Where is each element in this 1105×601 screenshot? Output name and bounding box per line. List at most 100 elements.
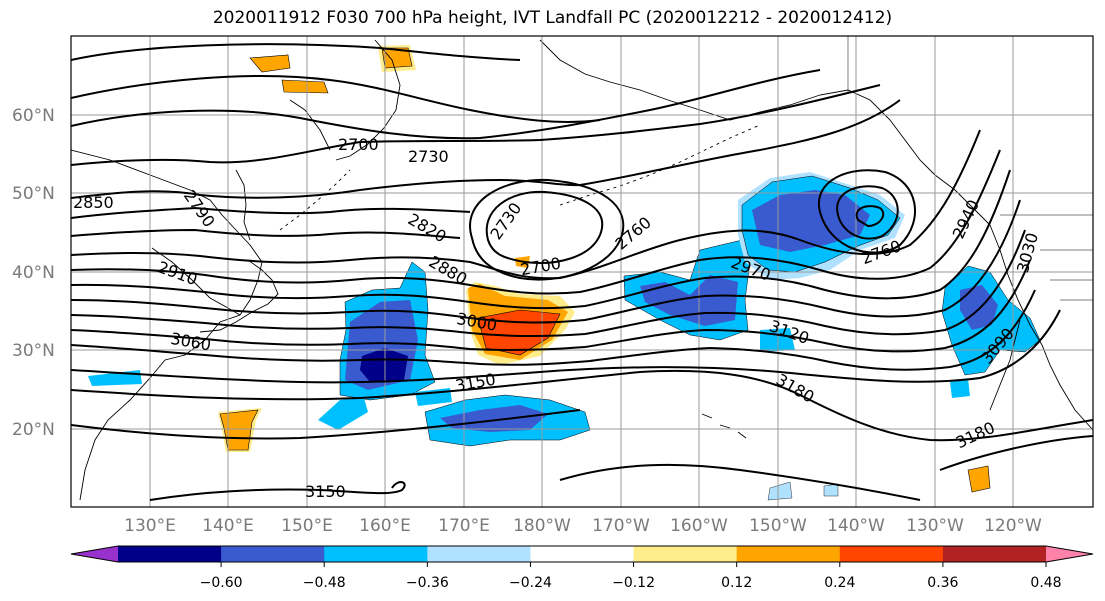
contour-line <box>71 369 1093 442</box>
colorbar-extend-max <box>1046 546 1093 562</box>
border <box>1040 249 1093 301</box>
colorbar-cell <box>633 546 738 562</box>
lat-label: 50°N <box>12 184 55 204</box>
colorbar-cells <box>71 546 1093 562</box>
colorbar-cell <box>530 546 635 562</box>
height-contours <box>71 43 1093 501</box>
kuril-islands <box>279 169 351 231</box>
lon-label: 130°W <box>906 516 964 536</box>
contour-line <box>485 190 603 264</box>
longitude-labels: 130°E 140°E 150°E 160°E 170°E 180°W 170°… <box>124 516 1042 536</box>
lat-label: 20°N <box>12 420 55 440</box>
contour-line <box>71 149 1001 295</box>
contour-line <box>559 463 921 501</box>
positive-ivt-area <box>381 47 413 69</box>
contour-line <box>836 185 899 240</box>
positive-ivt-area <box>249 54 291 73</box>
lat-label: 40°N <box>12 263 55 283</box>
contour-line <box>71 75 601 123</box>
lon-label: 140°W <box>827 516 885 536</box>
negative-ivt-area <box>823 483 839 497</box>
latitude-labels: 60°N 50°N 40°N 30°N 20°N <box>12 106 55 440</box>
colorbar-tick-label: −0.36 <box>406 575 449 591</box>
negative-ivt-area <box>318 398 368 430</box>
lat-label: 60°N <box>12 106 55 126</box>
negative-ivt-area <box>960 285 998 330</box>
contour-label: 2850 <box>73 193 114 212</box>
baja-coastline <box>989 319 1021 411</box>
colorbar-tick-label: −0.24 <box>509 575 552 591</box>
contour-line <box>71 199 1021 324</box>
ivt-shading <box>88 45 1041 501</box>
colorbar-tick-label: 0.24 <box>824 575 855 591</box>
map-frame <box>70 35 1094 508</box>
alaska-coastline <box>539 39 991 226</box>
contour-line <box>71 84 881 166</box>
lon-label: 150°W <box>749 516 807 536</box>
positive-ivt-area <box>281 79 329 94</box>
colorbar-labels: −0.60 −0.48 −0.36 −0.24 −0.12 0.12 0.24 0.36 0.4… <box>200 575 1062 591</box>
lon-label: 160°W <box>670 516 728 536</box>
lon-label: 180°W <box>513 516 571 536</box>
colorbar-cell <box>942 546 1047 562</box>
hawaii-islands <box>701 413 747 439</box>
colorbar-ticks <box>220 562 1047 567</box>
contour-line <box>71 169 1011 310</box>
colorbar-tick-label: −0.60 <box>200 575 243 591</box>
contour-line <box>71 289 1036 371</box>
contour-line <box>71 206 471 219</box>
sakhalin-coastline <box>235 169 251 241</box>
colorbar-cell <box>839 546 944 562</box>
colorbar-tick-label: 0.48 <box>1030 575 1061 591</box>
lon-label: 140°E <box>202 516 254 536</box>
contour-line <box>71 129 981 280</box>
contour-line <box>71 99 901 199</box>
kamchatka-coastline <box>335 39 401 161</box>
colorbar: −0.60 −0.48 −0.36 −0.24 −0.12 0.12 0.24 0.36 0.4… <box>70 545 1094 591</box>
contour-line <box>71 259 1031 353</box>
contour-line <box>149 481 406 501</box>
colorbar-tick-label: −0.12 <box>612 575 655 591</box>
colorbar-outline <box>70 545 1094 563</box>
negative-ivt-area <box>360 348 408 382</box>
map-title: 2020011912 F030 700 hPa height, IVT Land… <box>212 8 893 28</box>
colorbar-cell <box>324 546 428 562</box>
lon-label: 170°E <box>438 516 490 536</box>
contour-line <box>817 169 916 254</box>
contour-line <box>469 178 625 281</box>
contour-line <box>71 228 461 239</box>
lon-label: 170°W <box>592 516 650 536</box>
korea-coastline <box>151 247 241 316</box>
positive-ivt-area <box>219 409 259 451</box>
na-west-coastline <box>989 224 1093 431</box>
lon-label: 160°E <box>359 516 411 536</box>
colorbar-tick-label: −0.48 <box>303 575 346 591</box>
contour-line <box>71 309 1061 384</box>
negative-ivt-area <box>767 481 793 501</box>
graticule <box>71 36 1093 507</box>
contour-line <box>939 435 1093 471</box>
colorbar-cell <box>427 546 531 562</box>
positive-ivt-area <box>967 465 991 493</box>
lon-label: 120°W <box>984 516 1042 536</box>
colorbar-cell <box>221 546 325 562</box>
contour-label: 2730 <box>408 147 449 166</box>
lon-label: 150°E <box>281 516 333 536</box>
lat-label: 30°N <box>12 341 55 361</box>
negative-ivt-area <box>950 378 970 398</box>
japan-coastline <box>199 259 279 333</box>
colorbar-extend-min <box>71 546 118 562</box>
colorbar-cell <box>736 546 841 562</box>
colorbar-tick-label: 0.36 <box>927 575 958 591</box>
contour-label: 3150 <box>305 482 346 501</box>
contour-line <box>71 229 1026 338</box>
contour-line <box>855 205 885 228</box>
contour-line <box>71 43 521 61</box>
colorbar-tick-label: 0.12 <box>721 575 752 591</box>
colorbar-cell <box>118 546 222 562</box>
contour-line <box>71 409 581 440</box>
negative-ivt-area <box>440 405 548 432</box>
contour-label: 2700 <box>338 135 379 154</box>
negative-ivt-area <box>752 190 870 252</box>
